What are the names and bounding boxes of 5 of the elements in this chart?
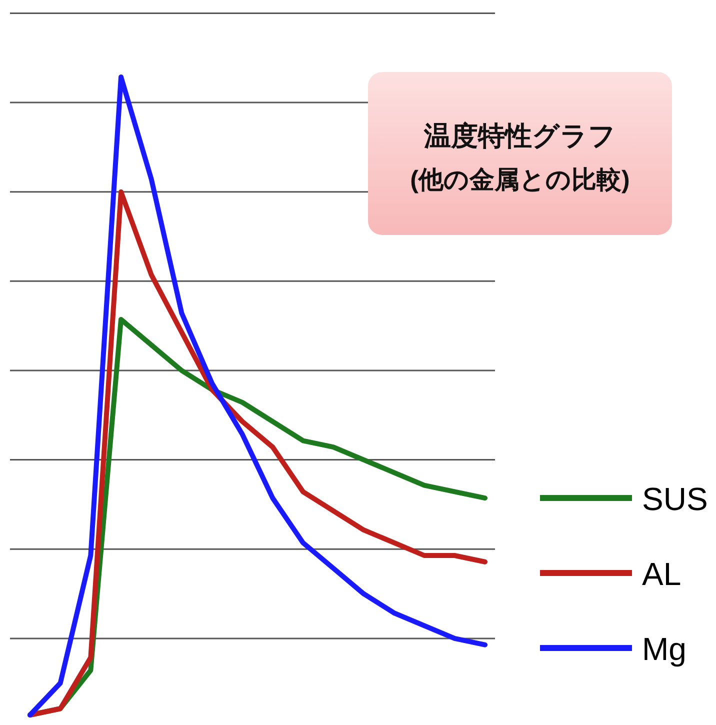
legend-label: AL — [642, 556, 682, 592]
text: (他の金属との比較) — [410, 166, 630, 194]
legend-label: SUS — [642, 481, 708, 517]
legend-label: Mg — [642, 631, 686, 667]
text: 温度特性グラフ — [423, 121, 616, 151]
